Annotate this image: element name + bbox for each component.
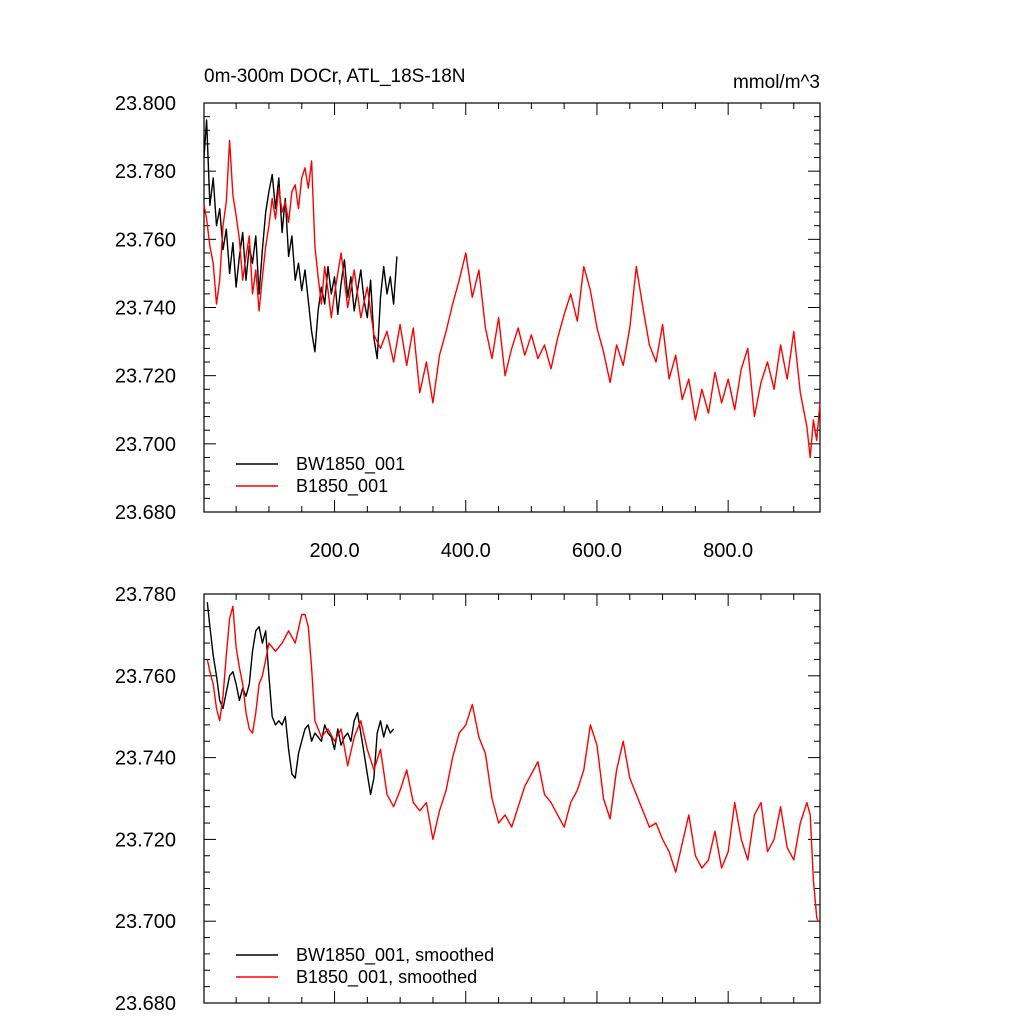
top-y-tick-label: 23.680: [115, 502, 176, 524]
bottom-y-tick-label: 23.760: [115, 666, 176, 688]
chart-title: 0m-300m DOCr, ATL_18S-18N: [204, 66, 466, 87]
bottom-y-tick-label: 23.680: [115, 993, 176, 1015]
units-label: mmol/m^3: [733, 72, 820, 93]
bottom-plot-frame: [203, 593, 821, 1004]
top-y-tick-label: 23.740: [115, 298, 176, 320]
bottom-series-line: [206, 605, 819, 922]
bottom-series-line: [206, 602, 395, 796]
top-y-tick-label: 23.700: [115, 434, 176, 456]
top-series-line: [203, 139, 821, 459]
bottom-y-tick-label: 23.720: [115, 829, 176, 851]
top-series-line: [203, 119, 398, 360]
top-y-tick-label: 23.800: [115, 93, 176, 115]
bottom-legend-label: B1850_001, smoothed: [296, 967, 477, 988]
top-y-tick-label: 23.760: [115, 229, 176, 251]
bottom-legend-label: BW1850_001, smoothed: [296, 945, 494, 966]
top-x-tick-label: 200.0: [310, 540, 360, 562]
top-y-tick-label: 23.720: [115, 366, 176, 388]
bottom-y-tick-label: 23.780: [115, 584, 176, 606]
top-panel: 23.680 23.700 23.720 23.740 23.760 23.780 23.8…: [115, 93, 821, 562]
top-y-tick-label: 23.780: [115, 161, 176, 183]
top-x-tick-label: 600.0: [572, 540, 622, 562]
top-legend-label: B1850_001: [296, 476, 388, 497]
bottom-y-tick-label: 23.740: [115, 748, 176, 770]
top-legend-label: BW1850_001: [296, 454, 405, 475]
bottom-y-tick-label: 23.700: [115, 911, 176, 933]
top-plot-frame: [203, 102, 821, 513]
top-x-tick-label: 800.0: [703, 540, 753, 562]
bottom-panel: 23.680 23.700 23.720 23.740 23.760 23.780 BW18…: [115, 584, 821, 1015]
top-x-tick-label: 400.0: [441, 540, 491, 562]
